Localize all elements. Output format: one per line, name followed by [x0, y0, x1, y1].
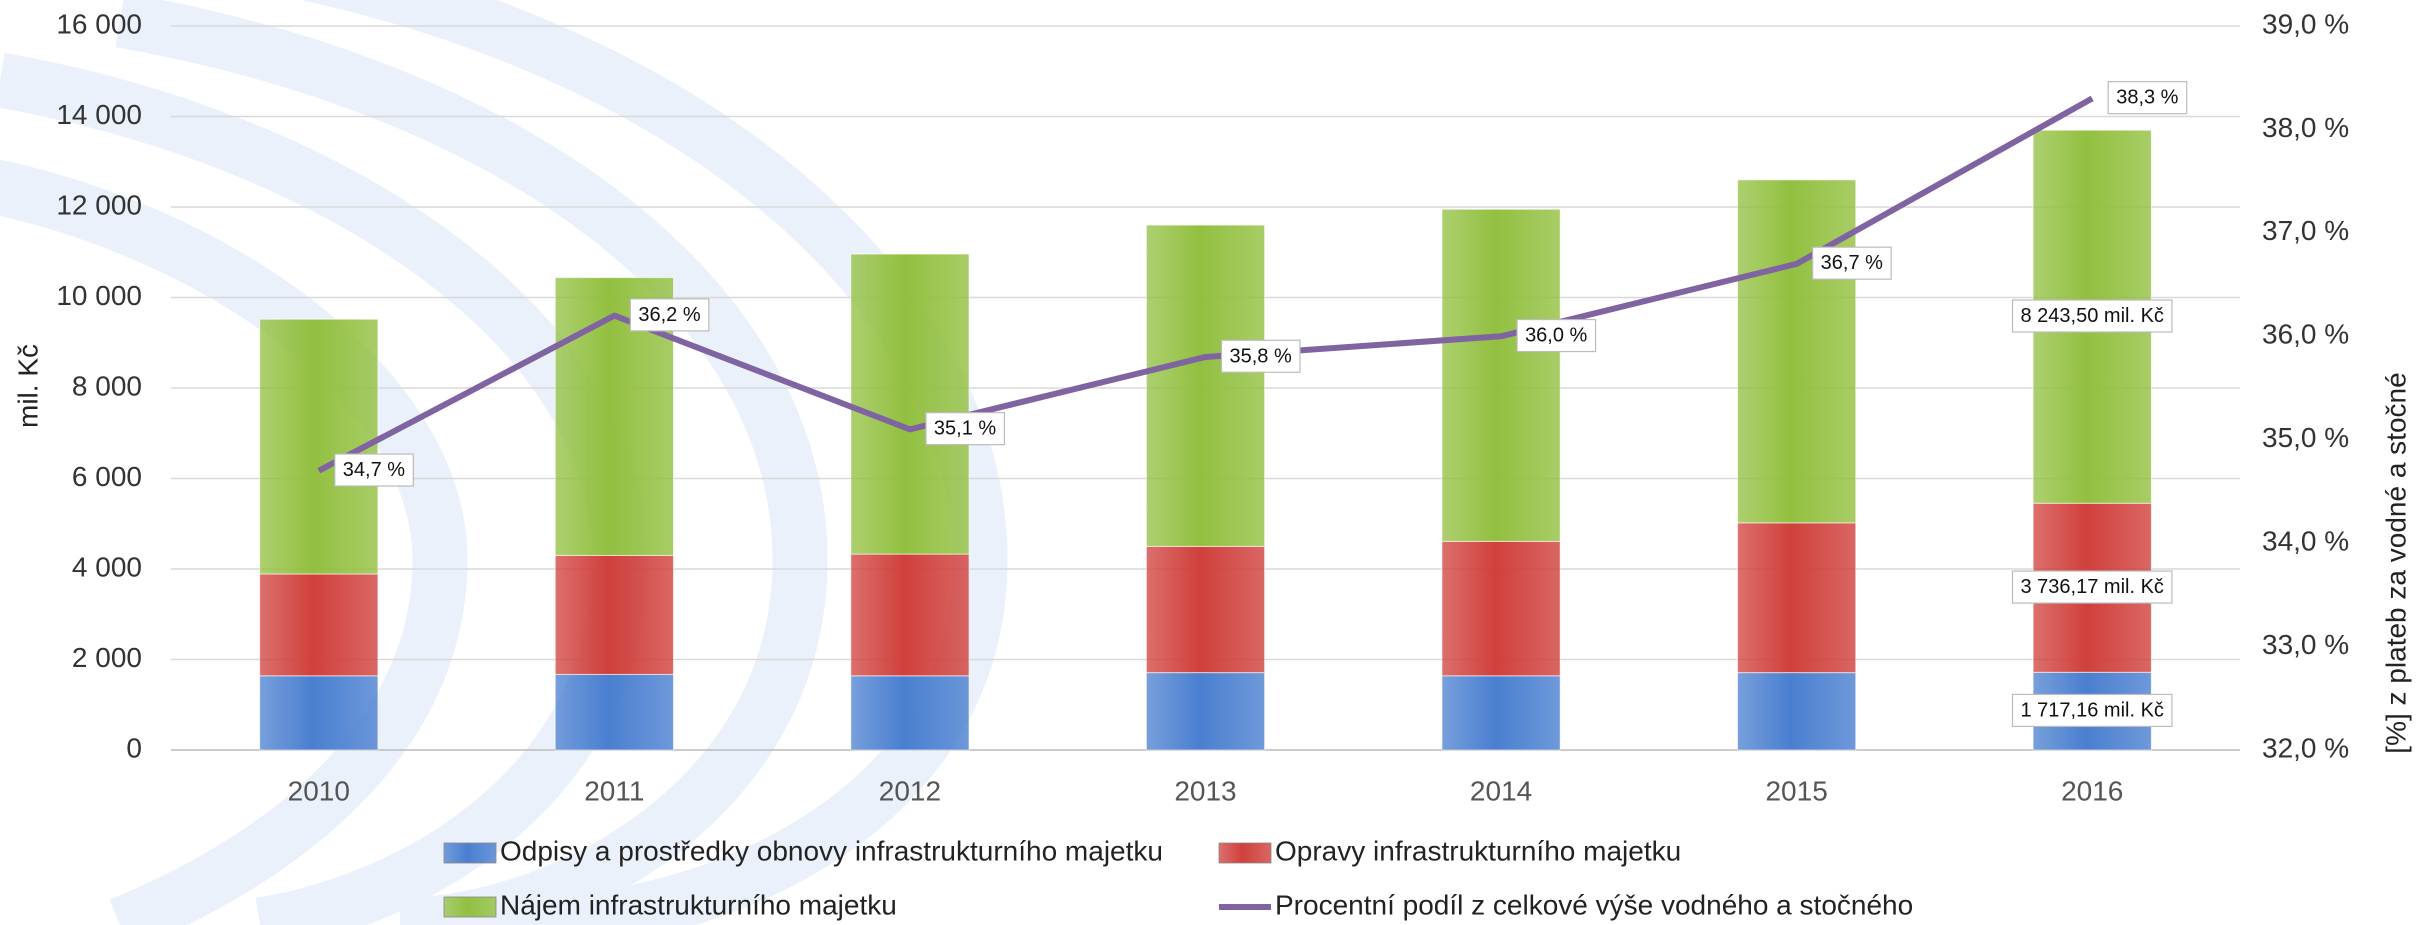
chart: mil. Kč [%] z plateb za vodné a stočné 0…	[0, 0, 2420, 925]
y2-axis-title: [%] z plateb za vodné a stočné	[2380, 372, 2411, 753]
y-tick-label: 14 000	[56, 99, 142, 130]
data-label: 36,0 %	[1525, 325, 1587, 347]
y2-tick-label: 37,0 %	[2262, 215, 2349, 246]
data-label: 38,3 %	[2116, 87, 2178, 109]
bar	[1146, 225, 1264, 546]
bar	[851, 554, 969, 676]
x-tick-label: 2010	[288, 775, 350, 806]
x-tick-label: 2011	[584, 775, 644, 806]
x-tick-label: 2014	[1470, 775, 1532, 806]
data-label: 34,7 %	[343, 459, 405, 481]
bar	[1442, 209, 1560, 541]
x-tick-label: 2012	[879, 775, 941, 806]
y2-tick-label: 39,0 %	[2262, 8, 2349, 39]
data-label: 35,8 %	[1230, 345, 1292, 367]
bar	[1442, 676, 1560, 750]
y-tick-label: 0	[126, 732, 142, 763]
y2-tick-label: 38,0 %	[2262, 112, 2349, 143]
data-label: 36,2 %	[638, 304, 700, 326]
bar	[260, 574, 378, 676]
y-tick-label: 12 000	[56, 189, 142, 220]
y-axis-title: mil. Kč	[12, 344, 43, 428]
bar	[851, 676, 969, 750]
y-tick-label: 4 000	[72, 551, 142, 582]
x-tick-label: 2015	[1765, 775, 1827, 806]
bar	[555, 674, 673, 750]
y2-tick-label: 33,0 %	[2262, 629, 2349, 660]
bar	[1738, 180, 1856, 523]
legend-swatch	[444, 897, 496, 917]
y2-tick-label: 35,0 %	[2262, 422, 2349, 453]
data-label: 3 736,17 mil. Kč	[2021, 576, 2164, 598]
y2-tick-label: 34,0 %	[2262, 526, 2349, 557]
y-tick-label: 10 000	[56, 280, 142, 311]
bar	[555, 555, 673, 674]
legend-label: Opravy infrastrukturního majetku	[1275, 835, 1681, 866]
x-tick-label: 2013	[1174, 775, 1236, 806]
bar	[1738, 523, 1856, 673]
legend-label: Procentní podíl z celkové výše vodného a…	[1275, 889, 1913, 920]
bar	[1146, 546, 1264, 672]
y2-tick-label: 32,0 %	[2262, 732, 2349, 763]
data-label: 1 717,16 mil. Kč	[2021, 699, 2164, 721]
legend-label: Odpisy a prostředky obnovy infrastruktur…	[500, 835, 1163, 866]
bar	[851, 254, 969, 554]
y-tick-label: 6 000	[72, 461, 142, 492]
y-tick-label: 2 000	[72, 642, 142, 673]
y-tick-label: 16 000	[56, 8, 142, 39]
y2-tick-label: 36,0 %	[2262, 319, 2349, 350]
legend-swatch	[1219, 843, 1271, 863]
bar	[1442, 541, 1560, 675]
data-label: 8 243,50 mil. Kč	[2021, 305, 2164, 327]
legend-swatch	[444, 843, 496, 863]
data-label: 35,1 %	[934, 418, 996, 440]
bar	[1738, 673, 1856, 750]
legend-label: Nájem infrastrukturního majetku	[500, 889, 897, 920]
watermark	[0, 0, 980, 925]
bar	[260, 676, 378, 750]
data-label: 36,7 %	[1821, 252, 1883, 274]
x-tick-label: 2016	[2061, 775, 2123, 806]
bar	[1146, 673, 1264, 750]
y-tick-label: 8 000	[72, 370, 142, 401]
